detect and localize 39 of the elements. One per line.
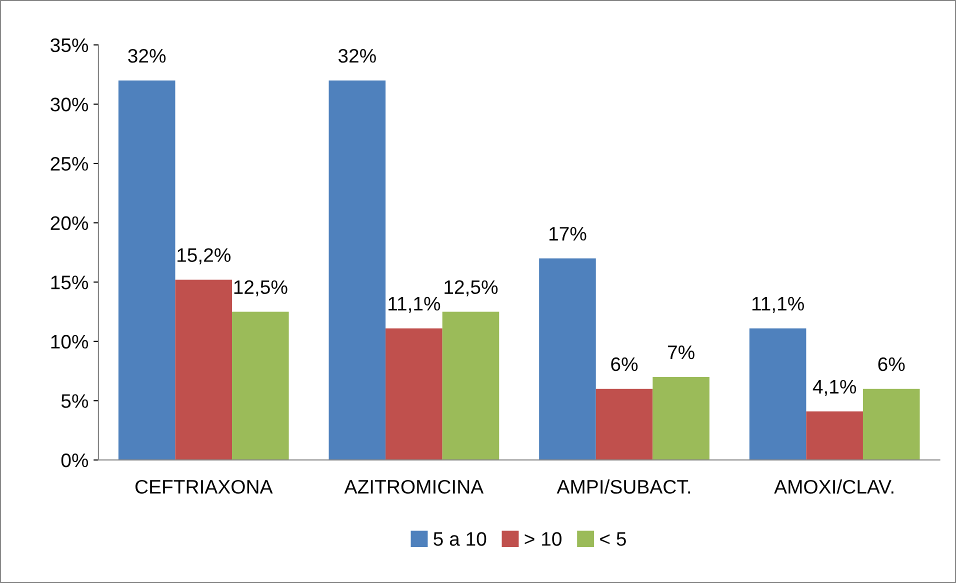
y-tick-label: 5% [61,394,88,408]
data-label: 12,5% [234,280,288,296]
y-tick-label: 20% [50,216,88,230]
y-tick-label: 35% [50,38,88,52]
data-label: 12,5% [444,280,498,296]
bar [328,80,386,460]
data-label: 17% [550,226,586,241]
bar [652,376,710,460]
legend-label: < 5 [600,532,626,546]
bar [442,312,500,460]
data-label: 32% [338,48,376,63]
data-label: 4,1% [812,380,856,396]
bar [232,312,289,460]
data-label: 7% [668,346,694,360]
bar [806,411,863,460]
y-tick-label: 25% [50,156,88,171]
bar [539,258,596,460]
bar [862,388,920,460]
y-tick-label: 10% [51,334,88,349]
bar [749,328,806,460]
bar [118,80,176,460]
bar [386,328,442,460]
x-tick-label: AMPI/SUBACT. [556,479,690,494]
x-tick-label: AMOXI/CLAV. [774,479,894,494]
y-tick-label: 15% [51,276,88,290]
data-label: 15,2% [178,248,231,264]
data-label: 11,1% [388,296,440,313]
legend-label: 5 a 10 [434,532,486,546]
y-tick-label: 0% [61,453,88,468]
legend-label: > 10 [524,532,562,546]
y-tick-label: 30% [50,98,88,112]
bar [175,280,232,460]
x-tick-label: AZITROMICINA [344,480,484,494]
data-label: 11,1% [752,296,804,313]
data-label: 6% [611,357,638,372]
x-tick-label: CEFTRIAXONA [135,480,273,494]
data-label: 6% [878,357,905,372]
data-label: 32% [128,48,166,63]
bar [596,388,653,460]
